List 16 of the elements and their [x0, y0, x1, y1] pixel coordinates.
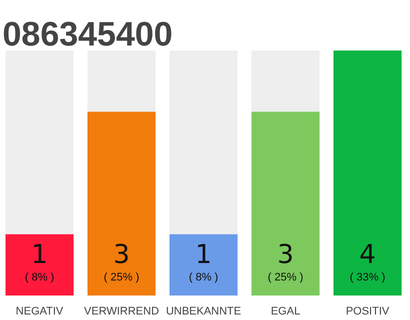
- data-label: 3: [113, 240, 130, 270]
- annotation: ( 33% ): [350, 272, 386, 284]
- data-label: 3: [277, 240, 294, 270]
- data-label: 1: [195, 240, 212, 270]
- annotation: ( 8% ): [24, 272, 54, 284]
- annotation: ( 8% ): [188, 272, 218, 284]
- x-tick-label: UNBEKANNTE: [166, 306, 242, 318]
- data-label: 4: [359, 240, 376, 270]
- x-tick-label: EGAL: [270, 306, 300, 318]
- x-tick-label: NEGATIV: [16, 306, 64, 318]
- x-tick-label: POSITIV: [346, 306, 390, 318]
- annotation: ( 25% ): [268, 272, 304, 284]
- x-tick-label: VERWIRREND: [84, 306, 160, 318]
- chart-title: 086345400: [2, 16, 173, 54]
- data-label: 1: [31, 240, 48, 270]
- annotation: ( 25% ): [104, 272, 140, 284]
